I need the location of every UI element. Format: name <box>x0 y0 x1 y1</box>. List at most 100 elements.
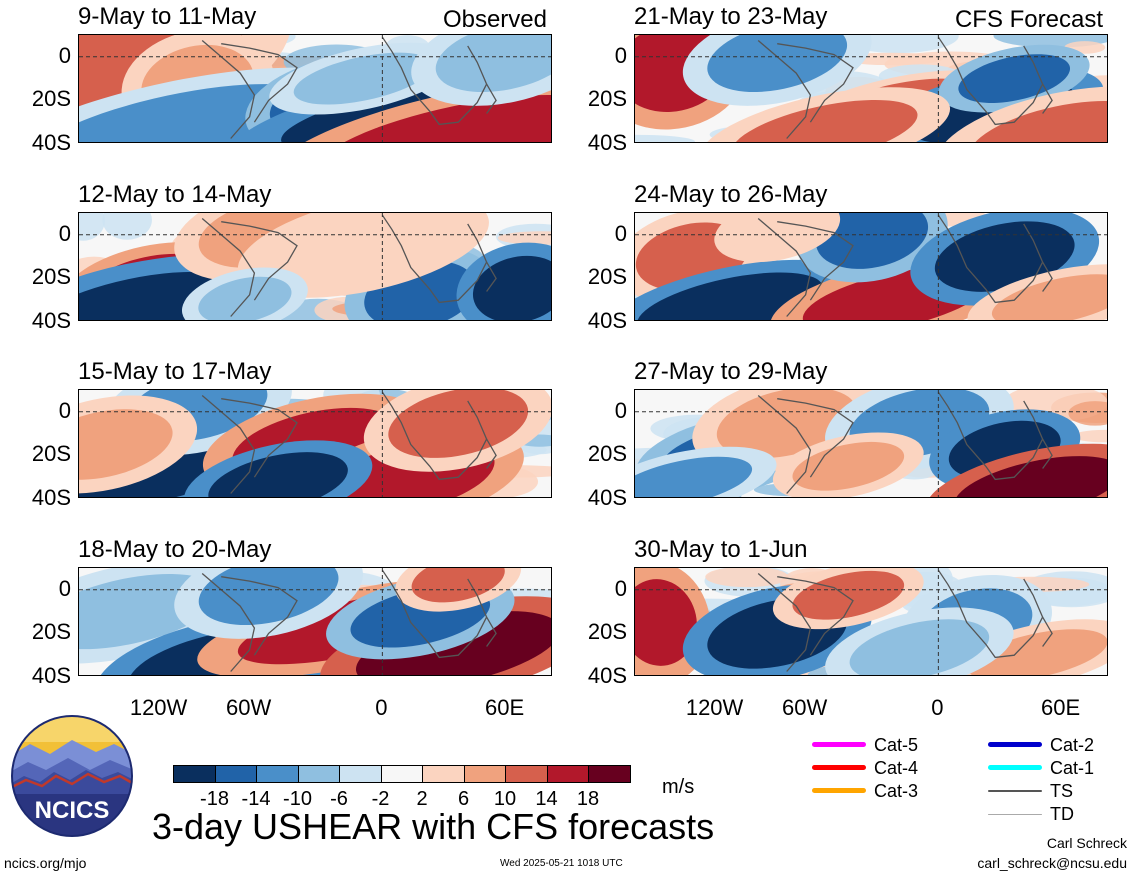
shear-contour <box>991 274 1107 320</box>
coastline <box>1042 261 1053 292</box>
shear-contour <box>954 456 1107 497</box>
colorbar-swatch <box>173 765 216 783</box>
shear-contour <box>635 456 753 497</box>
lat-tick-label: 40S <box>31 485 71 510</box>
lat-tick-label: 40S <box>31 663 71 688</box>
shear-map <box>78 389 552 498</box>
coastline <box>757 395 812 494</box>
shear-map <box>634 567 1108 676</box>
legend-swatch <box>812 788 866 793</box>
coastline <box>381 214 488 304</box>
colorbar-label: -10 <box>283 788 312 810</box>
shear-contour <box>435 35 551 93</box>
colorbar-swatch <box>546 765 589 783</box>
shear-contour <box>208 452 348 497</box>
coastline <box>201 218 256 317</box>
colorbar-units: m/s <box>662 776 695 798</box>
coastline <box>486 83 497 114</box>
shear-contour <box>79 574 220 650</box>
coastline <box>201 573 256 672</box>
colorbar-swatch <box>380 765 423 783</box>
lat-tick-label: 0 <box>58 397 71 423</box>
shear-contour <box>293 52 434 105</box>
lat-tick-label: 0 <box>614 42 627 68</box>
lat-tick-label: 40S <box>31 308 71 333</box>
shear-contour <box>1068 401 1107 426</box>
shear-map <box>78 34 552 143</box>
colorbar-swatch <box>214 765 257 783</box>
coastline <box>1042 83 1053 114</box>
shear-contour <box>79 213 105 241</box>
shear-contour <box>79 84 314 142</box>
coastline <box>201 395 256 494</box>
coastline <box>757 40 812 139</box>
colorbar-swatch <box>588 765 631 783</box>
coastline <box>201 40 256 139</box>
shear-contour <box>968 629 1107 675</box>
figure-title: 3-day USHEAR with CFS forecasts <box>152 806 715 847</box>
panel-title: 9-May to 11-May <box>78 3 257 30</box>
lat-tick-label: 20S <box>31 441 71 467</box>
coastline <box>486 438 497 469</box>
footer-author: Carl Schreck <box>1046 835 1127 851</box>
footer-email: carl_schreck@ncsu.edu <box>977 855 1127 871</box>
panel-title: 21-May to 23-May <box>634 3 828 30</box>
shear-contour <box>318 94 551 142</box>
coastline <box>381 569 488 659</box>
coastline <box>1042 616 1053 647</box>
coastline <box>221 43 298 123</box>
lat-tick-label: 0 <box>614 397 627 423</box>
panel-title: 18-May to 20-May <box>78 536 272 563</box>
coastline <box>777 576 854 656</box>
colorbar-label: -6 <box>330 788 348 810</box>
shear-contour <box>635 134 695 142</box>
footer-timestamp: Wed 2025-05-21 1018 UTC <box>500 858 623 869</box>
shear-contour <box>472 255 551 320</box>
legend-label: Cat-4 <box>874 758 919 778</box>
legend-swatch <box>988 765 1042 770</box>
coastline <box>757 218 812 317</box>
colorbar-swatch <box>463 765 506 783</box>
shear-map <box>78 212 552 321</box>
lon-tick-label: 120W <box>129 695 188 720</box>
lat-tick-label: 20S <box>587 86 627 112</box>
legend-swatch <box>812 742 866 747</box>
colorbar-label: 18 <box>576 788 600 810</box>
lat-tick-label: 20S <box>31 619 71 645</box>
lat-tick-label: 20S <box>31 264 71 290</box>
lat-tick-label: 20S <box>587 264 627 290</box>
lat-tick-label: 40S <box>31 130 71 155</box>
coastline <box>937 391 1044 481</box>
coastline <box>381 36 488 126</box>
shear-contour <box>388 390 529 458</box>
colorbar-label: 2 <box>416 788 428 810</box>
lon-tick-label: 120W <box>685 695 744 720</box>
lon-tick-label: 60E <box>1041 695 1081 720</box>
colorbar-swatch <box>505 765 548 783</box>
shear-contour <box>958 54 1071 103</box>
coastline <box>777 43 854 123</box>
logo-text: NCICS <box>35 797 110 824</box>
lon-tick-label: 0 <box>931 695 944 720</box>
legend-swatch <box>988 742 1042 747</box>
shear-contour <box>792 570 905 620</box>
legend-label: Cat-2 <box>1050 735 1095 755</box>
colorbar-label: 14 <box>535 788 558 810</box>
lat-tick-label: 40S <box>587 308 627 333</box>
colorbar-swatch <box>297 765 340 783</box>
panel-source-tag: CFS Forecast <box>954 6 1103 33</box>
lat-tick-label: 0 <box>58 575 71 601</box>
panel-title: 30-May to 1-Jun <box>634 536 808 563</box>
lat-tick-label: 0 <box>58 220 71 246</box>
shear-map <box>78 567 552 676</box>
shear-contour <box>730 213 824 253</box>
colorbar-swatch <box>256 765 299 783</box>
colorbar-swatch <box>339 765 382 783</box>
lat-tick-label: 40S <box>587 485 627 510</box>
lat-tick-label: 40S <box>587 130 627 155</box>
lat-tick-label: 20S <box>31 86 71 112</box>
legend-label: Cat-3 <box>874 781 919 801</box>
colorbar-label: 6 <box>457 788 470 810</box>
coastline <box>486 261 497 292</box>
lon-tick-label: 0 <box>375 695 388 720</box>
